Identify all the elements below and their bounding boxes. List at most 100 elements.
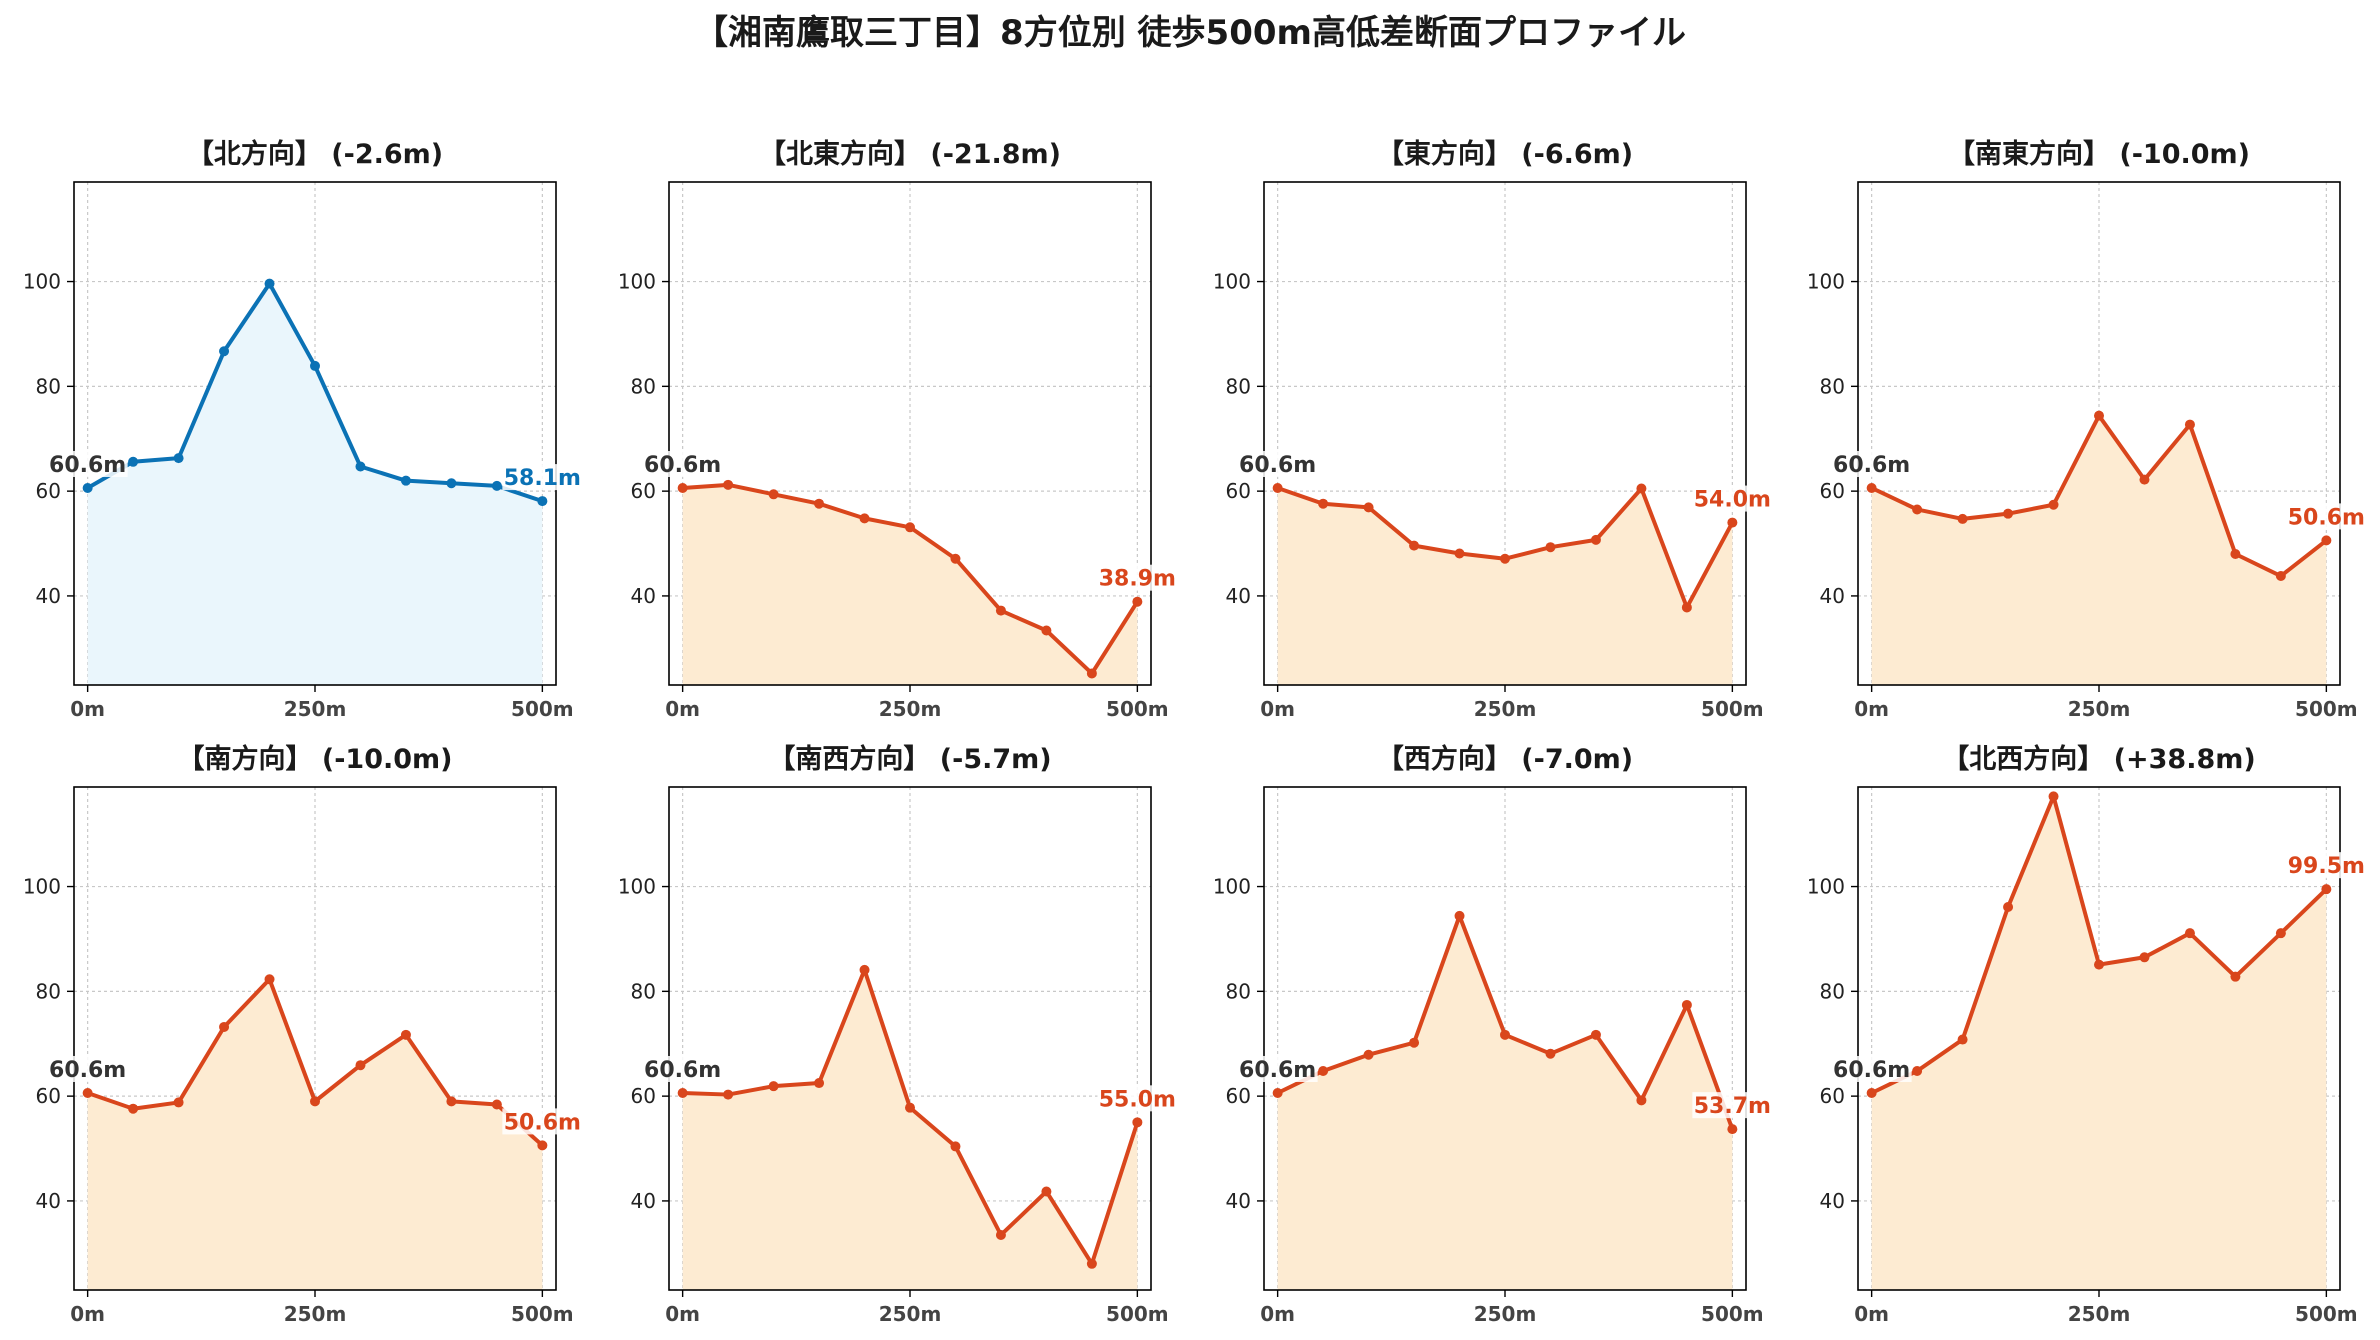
start-elevation-label: 60.6m	[1239, 1058, 1316, 1083]
y-tick-label: 80	[631, 979, 656, 1003]
data-point	[1132, 1117, 1143, 1128]
y-tick-label: 100	[1213, 875, 1251, 899]
x-tick-label: 250m	[1474, 1302, 1537, 1326]
data-point	[2184, 928, 2195, 939]
panel-5: 【南方向】 (-10.0m) 40 60 80 100 0m 250m 500m 60.6m 50…	[23, 743, 583, 1326]
end-elevation-label: 99.5m	[2288, 854, 2365, 879]
data-point	[1727, 517, 1738, 528]
y-tick-label: 40	[36, 1189, 61, 1213]
start-label-bg	[642, 1055, 723, 1082]
start-label-bg	[47, 450, 128, 477]
panel-title: 【北西方向】 (+38.8m)	[1942, 743, 2255, 775]
y-tick-label: 80	[1820, 374, 1845, 398]
data-point	[1636, 1095, 1647, 1106]
x-tick-label: 0m	[1260, 697, 1295, 721]
end-elevation-label: 50.6m	[2288, 505, 2365, 530]
y-tick-label: 60	[1820, 479, 1845, 503]
data-point	[1590, 1029, 1601, 1040]
data-point	[1866, 1087, 1877, 1098]
panel-8: 【北西方向】 (+38.8m) 40 60 80 100 0m 250m 500m 60.6m 9…	[1807, 743, 2367, 1326]
y-tick-label: 100	[1213, 270, 1251, 294]
x-tick-label: 500m	[511, 697, 574, 721]
panel-2: 【北東方向】 (-21.8m) 40 60 80 100 0m 250m 500m 60.6m 3…	[618, 138, 1178, 721]
data-point	[677, 482, 688, 493]
end-label-bg	[1097, 1085, 1178, 1112]
data-point	[814, 1078, 825, 1089]
panel-4: 【南東方向】 (-10.0m) 40 60 80 100 0m 250m 500m 60.6m 5…	[1807, 138, 2367, 721]
data-point	[82, 482, 93, 493]
data-point	[905, 1102, 915, 1113]
x-tick-label: 500m	[1106, 1302, 1169, 1326]
data-point	[1272, 482, 1283, 493]
panel-7: 【西方向】 (-7.0m) 40 60 80 100 0m 250m 500m 60.6m 53.…	[1213, 743, 1773, 1326]
data-point	[446, 1096, 457, 1107]
data-point	[1454, 910, 1465, 921]
data-point	[1272, 1087, 1283, 1098]
x-tick-label: 250m	[284, 697, 347, 721]
data-point	[400, 1029, 411, 1040]
y-tick-label: 80	[36, 979, 61, 1003]
data-point	[677, 1087, 688, 1098]
panel-1: 【北方向】 (-2.6m) 40 60 80 100 0m 250m 500m 60.6m 58.…	[23, 138, 583, 721]
x-tick-label: 250m	[1474, 697, 1537, 721]
data-point	[2048, 499, 2059, 510]
start-label-bg	[1831, 1055, 1912, 1082]
elevation-area	[1277, 915, 1733, 1290]
y-tick-label: 40	[1820, 1189, 1845, 1213]
data-point	[2139, 952, 2150, 963]
start-label-bg	[1237, 450, 1318, 477]
y-tick-label: 80	[631, 374, 656, 398]
data-point	[1912, 504, 1923, 515]
end-label-bg	[1692, 485, 1773, 512]
data-point	[310, 360, 320, 371]
x-tick-label: 0m	[70, 697, 105, 721]
data-point	[2275, 571, 2286, 582]
data-point	[905, 522, 915, 533]
y-tick-label: 60	[631, 1084, 656, 1108]
data-point	[859, 513, 870, 524]
data-point	[173, 1097, 184, 1108]
data-point	[219, 1021, 230, 1032]
elevation-area	[1277, 487, 1733, 685]
y-tick-label: 100	[618, 875, 656, 899]
data-point	[537, 496, 548, 507]
start-label-bg	[1237, 1055, 1318, 1082]
y-tick-label: 80	[36, 374, 61, 398]
x-tick-label: 500m	[1106, 697, 1169, 721]
elevation-area	[1871, 796, 2327, 1290]
data-point	[355, 1060, 366, 1071]
data-point	[355, 461, 366, 472]
x-tick-label: 500m	[1701, 697, 1764, 721]
x-tick-label: 0m	[1854, 697, 1889, 721]
data-point	[2003, 901, 2014, 912]
x-tick-label: 0m	[665, 1302, 700, 1326]
y-tick-label: 100	[23, 270, 61, 294]
start-elevation-label: 60.6m	[49, 453, 126, 478]
data-point	[1041, 1186, 1052, 1197]
panel-title: 【東方向】 (-6.6m)	[1377, 138, 1633, 170]
elevation-area	[682, 969, 1138, 1290]
end-elevation-label: 50.6m	[504, 1110, 581, 1135]
start-elevation-label: 60.6m	[1239, 453, 1316, 478]
data-point	[1545, 1048, 1556, 1059]
data-point	[768, 489, 779, 500]
data-point	[264, 278, 275, 289]
end-elevation-label: 58.1m	[504, 466, 581, 491]
panel-3: 【東方向】 (-6.6m) 40 60 80 100 0m 250m 500m 60.6m 54.…	[1213, 138, 1773, 721]
data-point	[1545, 542, 1556, 553]
start-elevation-label: 60.6m	[644, 1058, 721, 1083]
x-tick-label: 250m	[2068, 1302, 2131, 1326]
data-point	[1041, 625, 1052, 636]
data-point	[1636, 483, 1647, 494]
data-point	[219, 346, 230, 357]
y-tick-label: 80	[1226, 979, 1251, 1003]
x-tick-label: 250m	[879, 697, 942, 721]
x-tick-label: 500m	[2295, 697, 2358, 721]
elevation-area	[682, 484, 1138, 685]
y-tick-label: 60	[631, 479, 656, 503]
end-label-bg	[1097, 564, 1178, 591]
panel-title: 【西方向】 (-7.0m)	[1377, 743, 1633, 775]
panel-title: 【北東方向】 (-21.8m)	[759, 138, 1061, 170]
data-point	[264, 974, 275, 985]
y-tick-label: 100	[23, 875, 61, 899]
